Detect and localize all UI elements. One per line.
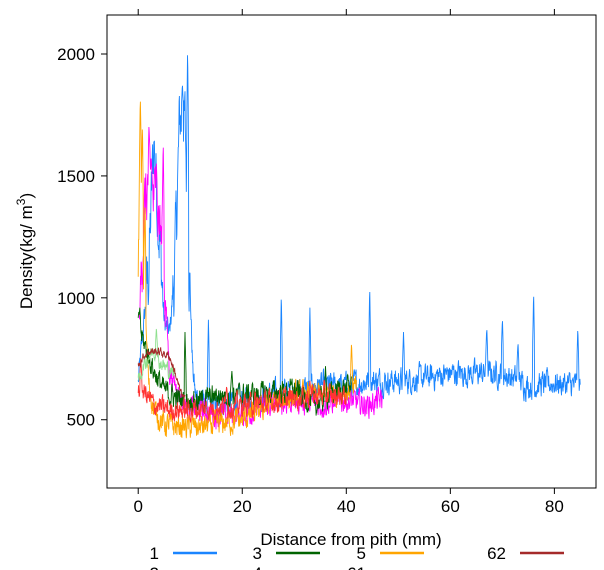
x-axis-label: Distance from pith (mm) (260, 530, 441, 549)
legend-label-1: 1 (150, 544, 159, 563)
series-62-line (137, 347, 186, 399)
legend: 12 34 561 62 (150, 544, 564, 570)
legend-label-2: 2 (150, 564, 159, 570)
legend-label-3: 3 (253, 544, 262, 563)
series-1-line (137, 55, 581, 418)
x-tick-label: 20 (233, 497, 252, 516)
legend-label-5: 5 (357, 544, 366, 563)
y-axis-label: Density(kg/ m3) (14, 193, 36, 309)
legend-label-61: 61 (347, 564, 366, 570)
y-tick-label: 1500 (57, 167, 95, 186)
legend-label-4: 4 (253, 564, 262, 570)
y-tick-label: 1000 (57, 289, 95, 308)
y-tick-label: 500 (67, 411, 95, 430)
legend-label-62: 62 (487, 544, 506, 563)
series-4-line (137, 358, 347, 424)
axes-layer: 0 20 40 60 80 500 1000 1500 2000 (57, 9, 564, 516)
y-tick-label: 2000 (57, 45, 95, 64)
x-tick-label: 60 (441, 497, 460, 516)
x-tick-label: 0 (133, 497, 142, 516)
plot-frame (106, 14, 597, 489)
series-layer (137, 55, 581, 439)
x-tick-label: 40 (337, 497, 356, 516)
x-tick-label: 80 (545, 497, 564, 516)
